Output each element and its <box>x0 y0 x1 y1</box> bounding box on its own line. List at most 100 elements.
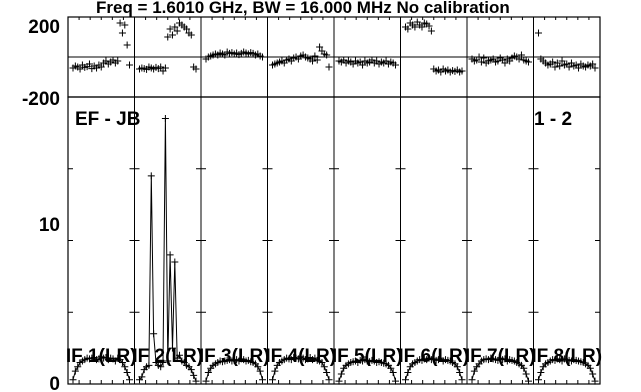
if-label: IF 8(LR) <box>531 346 602 367</box>
amplitude-line <box>139 118 197 382</box>
amplitude-point <box>387 364 395 372</box>
amplitude-point <box>404 369 412 377</box>
amplitude-point <box>323 369 331 377</box>
phase-point <box>311 52 319 60</box>
phase-point <box>589 60 597 68</box>
phase-point <box>157 63 165 71</box>
amplitude-point <box>389 369 397 377</box>
amplitude-point <box>318 358 326 366</box>
phase-point <box>121 21 129 29</box>
amplitude-point <box>74 363 82 371</box>
phase-point <box>359 61 367 69</box>
amplitude-point <box>69 376 77 384</box>
phase-point <box>535 29 542 37</box>
if-label: IF 7(LR) <box>465 346 536 367</box>
phase-point <box>418 23 426 31</box>
if-label: IF 2(LR) <box>132 346 203 367</box>
phase-point <box>477 58 485 66</box>
phase-point <box>549 58 557 66</box>
phase-point <box>404 25 412 33</box>
if-label: IF 4(LR) <box>265 346 336 367</box>
amplitude-point <box>176 351 184 359</box>
phase-point <box>126 61 133 69</box>
amplitude-point <box>535 376 542 384</box>
phase-point <box>325 63 333 71</box>
amplitude-point <box>254 363 262 371</box>
amplitude-point <box>320 363 328 371</box>
amplitude-point <box>145 361 153 369</box>
amplitude-point <box>337 370 345 378</box>
chart-title: Freq = 1.6010 GHz, BW = 16.000 MHz No ca… <box>96 0 510 17</box>
amplitude-point <box>520 364 528 372</box>
phase-point <box>316 43 324 51</box>
phase-point <box>458 67 466 75</box>
amplitude-point <box>159 358 167 366</box>
phase-point <box>118 29 126 37</box>
phase-point <box>392 61 399 69</box>
phase-tick-label: -200 <box>22 89 60 110</box>
phase-point <box>97 63 105 71</box>
amplitude-point <box>166 251 174 259</box>
data-marks <box>69 18 599 385</box>
amplitude-point <box>591 377 599 385</box>
phase-point <box>85 60 93 68</box>
phase-point <box>173 27 181 35</box>
amplitude-point <box>192 377 200 385</box>
phase-point <box>161 64 169 72</box>
amplitude-point <box>402 376 409 384</box>
phase-point <box>76 65 84 73</box>
phase-point <box>187 31 195 39</box>
amplitude-point <box>525 377 532 385</box>
amplitude-point <box>470 367 478 375</box>
amplitude-plot <box>67 96 601 385</box>
phase-point <box>515 55 523 63</box>
amplitude-point <box>164 357 172 365</box>
amp-tick-label: 10 <box>39 215 60 236</box>
phase-point <box>501 59 509 67</box>
amplitude-point <box>190 371 198 379</box>
amplitude-point <box>537 369 545 377</box>
amplitude-point <box>522 370 530 378</box>
amplitude-point <box>123 369 131 377</box>
if-label: IF 5(LR) <box>332 346 403 367</box>
phase-point <box>183 25 191 33</box>
phase-point <box>166 25 174 33</box>
phase-point <box>480 54 488 62</box>
amplitude-point <box>589 370 597 378</box>
amplitude-point <box>202 377 210 385</box>
phase-point <box>556 62 564 70</box>
baseline-label: EF - JB <box>75 109 140 130</box>
if-label: IF 6(LR) <box>398 346 469 367</box>
phase-point <box>168 31 176 39</box>
phase-point <box>164 33 172 41</box>
phase-point <box>565 63 573 71</box>
amplitude-point <box>453 363 461 371</box>
amplitude-point <box>138 373 146 381</box>
amplitude-point <box>256 367 264 375</box>
amplitude-point <box>147 172 155 180</box>
if-labels: IF 1(LR)IF 2(LR)IF 3(LR)IF 4(LR)IF 5(LR)… <box>66 346 602 367</box>
amplitude-point <box>392 377 399 385</box>
amplitude-point <box>458 376 466 384</box>
amplitude-point <box>325 376 333 384</box>
amplitude-point <box>126 376 133 384</box>
polarization-label: 1 - 2 <box>534 109 572 130</box>
amplitude-point <box>187 366 195 374</box>
phase-point <box>558 57 566 65</box>
phase-point <box>425 22 433 30</box>
phase-point <box>591 64 599 72</box>
phase-point <box>171 23 179 31</box>
phase-point <box>114 57 122 65</box>
phase-point <box>475 53 483 61</box>
amplitude-point <box>586 364 594 372</box>
amplitude-point <box>71 367 79 375</box>
if-label: IF 1(LR) <box>66 346 137 367</box>
amplitude-point <box>121 363 129 371</box>
phase-point <box>575 64 583 72</box>
phase-point <box>192 65 200 73</box>
amplitude-point <box>161 115 169 123</box>
amplitude-point <box>168 344 176 352</box>
amplitude-point <box>118 358 126 366</box>
phase-point <box>551 63 559 71</box>
